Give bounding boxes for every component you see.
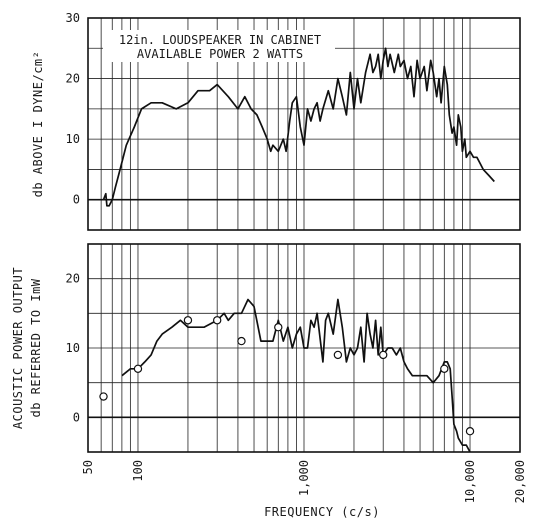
bottom-chart-acoustic-power-curve — [121, 298, 471, 453]
bottom-chart-y-axis-label-line-1: ACOUSTIC POWER OUTPUT — [11, 267, 25, 429]
bottom-y-tick-10: 10 — [66, 341, 80, 355]
x-axis-tick-labels: 50 100 1,000 10,000 20,000 — [81, 460, 527, 503]
top-y-tick-20: 20 — [66, 72, 80, 86]
bottom-chart-y-axis-label-line-2: db REFERRED TO ImW — [29, 278, 43, 417]
top-y-tick-10: 10 — [66, 132, 80, 146]
x-axis-label: FREQUENCY (c/s) — [264, 505, 380, 519]
bottom-chart-frame — [87, 243, 521, 453]
top-chart-sound-pressure-curve — [102, 47, 495, 207]
top-chart-frame — [87, 17, 521, 231]
x-tick-100: 100 — [131, 460, 145, 482]
top-chart-y-tick-labels: 0 10 20 30 — [66, 11, 80, 207]
top-chart-y-axis-label: db ABOVE I DYNE/cm² — [31, 51, 45, 198]
measured-point-62 — [99, 392, 108, 401]
measured-point-7000 — [440, 364, 449, 373]
measured-point-300 — [212, 316, 222, 325]
top-y-tick-30: 30 — [66, 11, 80, 25]
bottom-y-tick-20: 20 — [66, 272, 80, 286]
measured-point-420 — [237, 336, 246, 346]
measured-point-3000 — [379, 350, 388, 360]
measured-point-10000 — [465, 427, 475, 436]
bottom-chart-y-tick-labels: 0 10 20 — [66, 272, 80, 425]
x-tick-20000: 20,000 — [513, 460, 527, 503]
bottom-y-tick-0: 0 — [73, 410, 80, 424]
measured-point-1600 — [333, 350, 343, 360]
x-tick-50: 50 — [81, 460, 95, 474]
measured-point-700 — [274, 323, 283, 332]
top-chart-title-line-2: AVAILABLE POWER 2 WATTS — [137, 47, 303, 61]
measured-point-200 — [183, 316, 193, 325]
top-chart-title-box — [103, 30, 335, 62]
bottom-chart-measured-points — [99, 316, 475, 436]
x-tick-1000: 1,000 — [297, 460, 311, 496]
top-y-tick-0: 0 — [73, 193, 80, 207]
x-tick-10000: 10,000 — [463, 460, 477, 503]
top-chart-title-line-1: 12in. LOUDSPEAKER IN CABINET — [119, 33, 321, 47]
measured-point-100 — [133, 364, 143, 373]
